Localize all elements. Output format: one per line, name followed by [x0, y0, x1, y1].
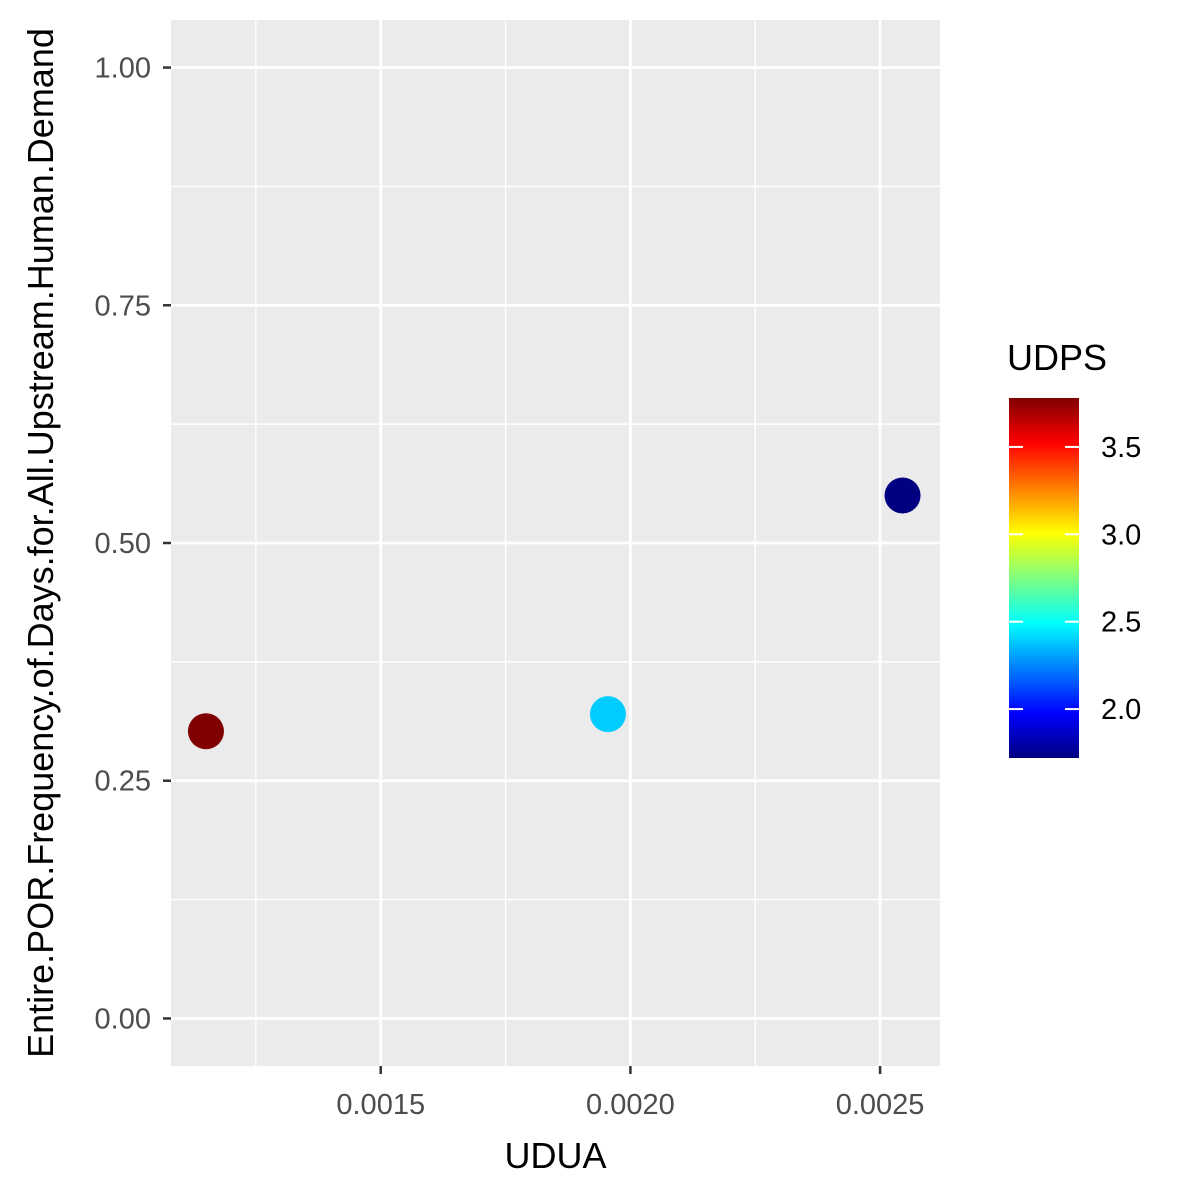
y-tick-label: 0.00	[95, 1003, 151, 1035]
colorbar-tick-label: 2.5	[1101, 607, 1141, 639]
y-tick-label: 0.50	[95, 528, 151, 560]
color-legend: UDPS 2.0 2.5 3.0 3.5	[1007, 337, 1141, 758]
data-points	[187, 477, 921, 750]
major-gridlines	[171, 20, 940, 1066]
x-axis: 0.0015 0.0020 0.0025	[336, 1066, 924, 1121]
colorbar	[1009, 398, 1079, 758]
data-point	[884, 477, 921, 514]
legend-title: UDPS	[1007, 337, 1107, 378]
data-point	[589, 696, 626, 733]
y-axis: 0.00 0.25 0.50 0.75 1.00	[95, 53, 171, 1035]
x-axis-title: UDUA	[504, 1135, 606, 1176]
colorbar-tick-label: 3.0	[1101, 519, 1141, 551]
y-tick-label: 0.25	[95, 766, 151, 798]
colorbar-tick-label: 2.0	[1101, 694, 1141, 726]
x-tick-label: 0.0020	[586, 1089, 675, 1121]
y-axis-title: Entire.POR.Frequency.of.Days.for.All.Ups…	[20, 28, 61, 1058]
colorbar-tick-label: 3.5	[1101, 432, 1141, 464]
y-tick-label: 1.00	[95, 53, 151, 85]
data-point	[187, 713, 224, 750]
colorbar-ticks: 2.0 2.5 3.0 3.5	[1009, 432, 1141, 726]
y-tick-label: 0.75	[95, 290, 151, 322]
x-tick-label: 0.0025	[836, 1089, 925, 1121]
x-tick-label: 0.0015	[336, 1089, 425, 1121]
